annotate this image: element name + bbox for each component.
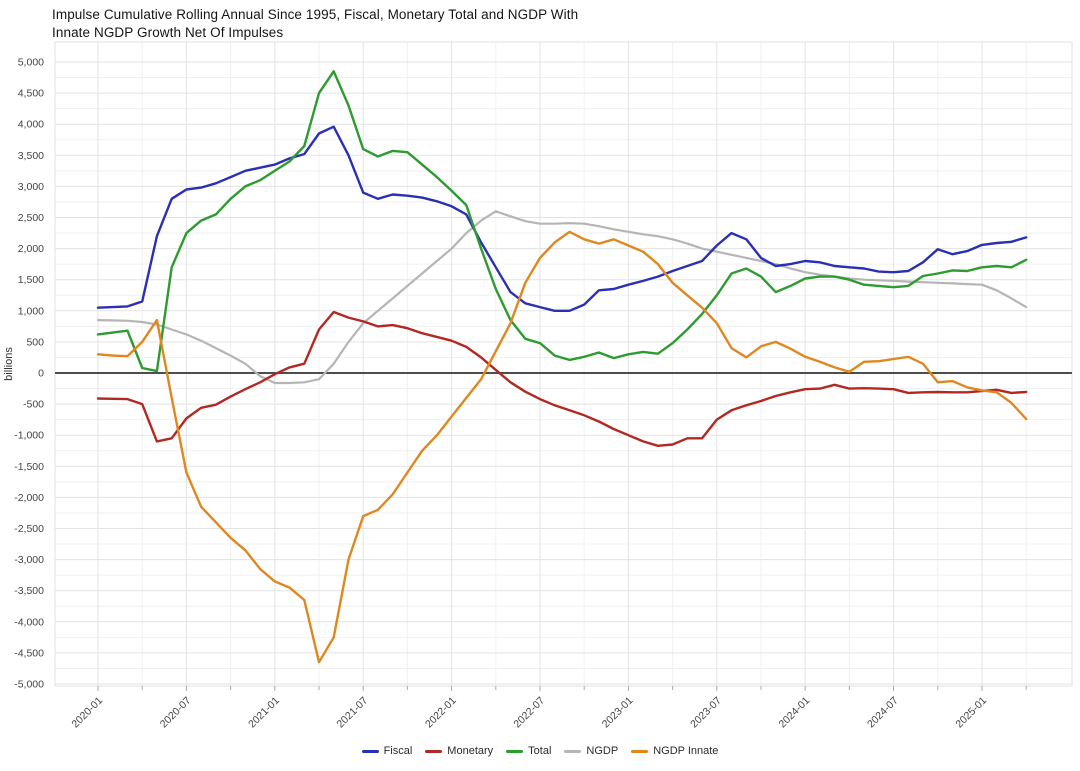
y-tick-label: 3,000 (18, 181, 44, 193)
y-tick-label: -2,500 (14, 523, 44, 535)
y-tick-label: -4,000 (14, 616, 44, 628)
y-axis-title: billions (3, 347, 15, 381)
series-line-ngdp (96, 210, 1028, 385)
x-tick-label: 2024-07 (865, 695, 901, 731)
gridlines-minor (55, 42, 1072, 686)
series-line-ngdp-innate (96, 230, 1028, 664)
y-tick-label: -500 (23, 399, 44, 411)
legend-swatch-total (506, 749, 524, 753)
x-tick-label: 2021-01 (246, 695, 282, 731)
x-axis-labels: 2020-01 2020-07 2021-01 2021-07 2022-01 2022-… (69, 686, 1027, 731)
y-tick-label: 4,000 (18, 119, 44, 131)
x-tick-label: 2023-01 (600, 695, 636, 731)
y-tick-label: 5,000 (18, 57, 44, 69)
y-tick-label: 4,500 (18, 88, 44, 100)
x-tick-label: 2022-01 (423, 695, 459, 731)
y-tick-label: 1,500 (18, 274, 44, 286)
legend-swatch-monetary (425, 749, 443, 753)
legend-item-total: Total (506, 745, 551, 757)
y-tick-label: 2,500 (18, 212, 44, 224)
y-tick-label: -4,500 (14, 647, 44, 659)
legend-item-fiscal: Fiscal (361, 745, 413, 757)
legend-label: Total (528, 745, 552, 757)
y-tick-label: -1,500 (14, 461, 44, 473)
series-line-total (96, 70, 1028, 373)
legend-item-monetary: Monetary (425, 745, 493, 757)
legend-swatch-ngdp (564, 749, 582, 753)
y-tick-label: 3,500 (18, 150, 44, 162)
chart-legend: Fiscal Monetary Total NGDP NGDP Innate (0, 745, 1080, 757)
y-tick-label: -2,000 (14, 492, 44, 504)
y-tick-label: 500 (26, 336, 44, 348)
x-tick-label: 2021-07 (335, 695, 371, 731)
y-tick-label: 1,000 (18, 305, 44, 317)
chart-title: Impulse Cumulative Rolling Annual Since … (52, 6, 578, 42)
x-tick-label: 2025-01 (953, 695, 989, 731)
plot-border (54, 41, 1073, 687)
y-tick-label: 2,000 (18, 243, 44, 255)
legend-swatch-ngdp-innate (631, 749, 649, 753)
y-tick-label: -1,000 (14, 430, 44, 442)
x-tick-label: 2024-01 (777, 695, 813, 731)
x-tick-label: 2020-07 (158, 695, 194, 731)
x-tick-label: 2023-07 (688, 695, 724, 731)
x-tick-label: 2020-01 (69, 695, 105, 731)
x-tick-label: 2022-07 (511, 695, 547, 731)
y-tick-label: -3,000 (14, 554, 44, 566)
y-axis-labels: -5,000 -4,500 -4,000 -3,500 -3,000 -2,500 -2,0… (14, 57, 44, 691)
y-tick-label: -3,500 (14, 585, 44, 597)
legend-swatch-fiscal (361, 749, 379, 753)
legend-item-ngdp-innate: NGDP Innate (631, 745, 718, 757)
series-line-monetary (96, 310, 1028, 447)
series-line-fiscal (96, 125, 1028, 312)
gridlines-major (55, 42, 1072, 686)
legend-item-ngdp: NGDP (564, 745, 618, 757)
legend-label: NGDP Innate (653, 745, 719, 757)
legend-label: Monetary (447, 745, 494, 757)
chart-title-line2: Innate NGDP Growth Net Of Impulses (52, 24, 284, 40)
legend-label: NGDP (586, 745, 619, 757)
legend-label: Fiscal (383, 745, 413, 757)
y-tick-label: 0 (38, 368, 44, 380)
y-tick-label: -5,000 (14, 679, 44, 691)
chart-title-line1: Impulse Cumulative Rolling Annual Since … (52, 7, 579, 22)
